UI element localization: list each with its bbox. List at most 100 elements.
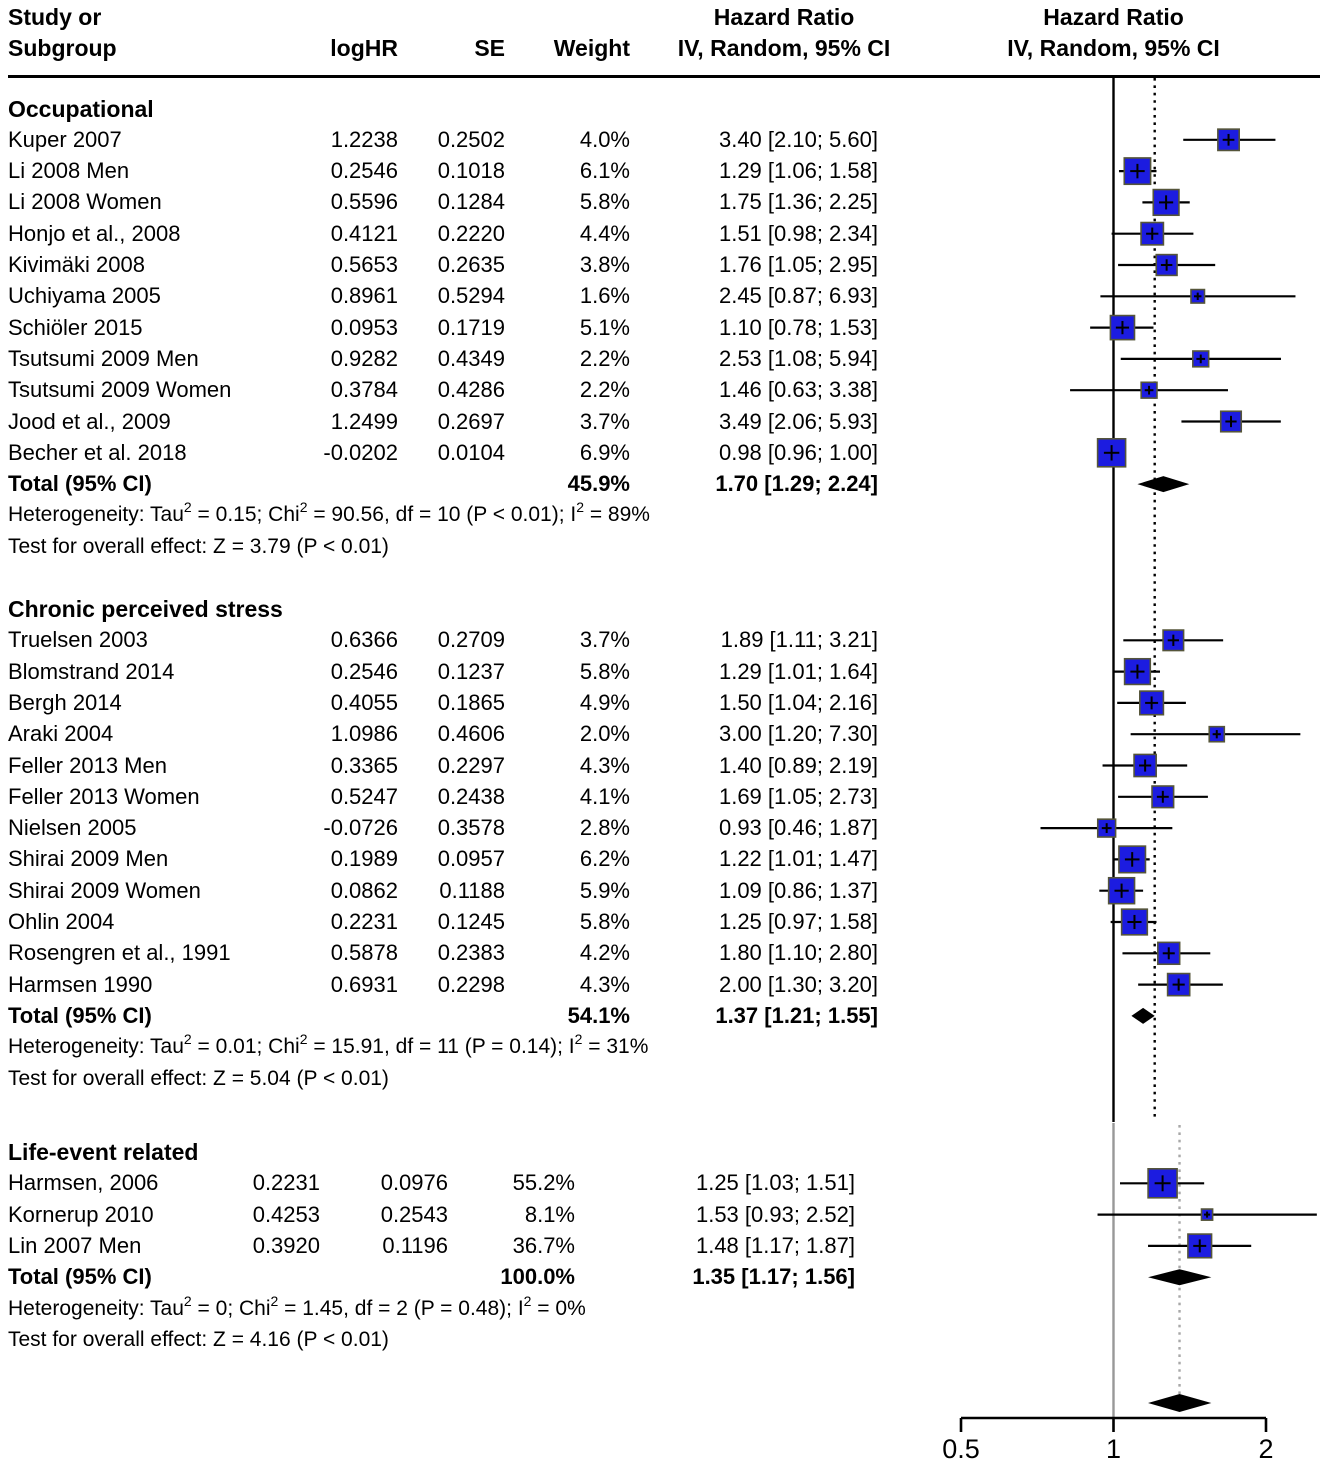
loghr-value: 0.1989: [330, 846, 398, 872]
se-value: 0.1284: [437, 189, 505, 215]
weight-value: 6.9%: [579, 439, 630, 465]
ci-value: 1.29 [1.01; 1.64]: [718, 658, 878, 684]
ci-value: 1.75 [1.36; 2.25]: [718, 189, 878, 215]
weight-value: 55.2%: [512, 1170, 575, 1196]
se-value: 0.4349: [437, 345, 505, 371]
ci-value: 1.89 [1.11; 3.21]: [720, 627, 878, 653]
superscript-2: 2: [270, 1292, 279, 1309]
study-name: Harmsen 1990: [8, 971, 153, 997]
axis-tick-label: 1: [1105, 1434, 1122, 1464]
ci-value: 2.53 [1.08; 5.94]: [718, 345, 878, 371]
weight-value: 2.2%: [579, 345, 630, 371]
study-row: Honjo et al., 2008 0.4121 0.2220 4.4% 1.51 […: [0, 218, 900, 250]
column-header-loghr: logHR: [330, 35, 398, 61]
study-name: Bergh 2014: [8, 689, 122, 715]
se-value: 0.3578: [437, 815, 505, 841]
ci-value: 1.22 [1.01; 1.47]: [718, 846, 878, 872]
ci-value: 1.48 [1.17; 1.87]: [695, 1232, 855, 1258]
total-label: Total (95% CI): [8, 471, 152, 497]
overall-effect-text: Test for overall effect: Z = 5.04 (P < 0…: [8, 1066, 389, 1090]
plot-header-hr-line2: IV, Random, 95% CI: [1007, 35, 1220, 61]
weight-value: 2.2%: [579, 377, 630, 403]
loghr-value: 0.0862: [330, 877, 398, 903]
weight-value: 6.2%: [579, 846, 630, 872]
se-value: 0.2438: [437, 783, 505, 809]
total-row: Total (95% CI) 54.1% 1.37 [1.21; 1.55]: [0, 1000, 900, 1032]
ci-value: 1.53 [0.93; 2.52]: [695, 1201, 855, 1227]
superscript-2: 2: [299, 1031, 308, 1048]
se-value: 0.1018: [437, 158, 505, 184]
se-value: 0.2298: [437, 971, 505, 997]
se-value: 0.1719: [437, 314, 505, 340]
total-weight: 45.9%: [567, 471, 630, 497]
study-name: Shirai 2009 Men: [8, 846, 169, 872]
se-value: 0.2502: [437, 126, 505, 152]
weight-value: 4.4%: [579, 220, 630, 246]
ci-value: 0.93 [0.46; 1.87]: [718, 815, 878, 841]
loghr-value: 0.3920: [252, 1232, 320, 1258]
superscript-2: 2: [574, 1031, 583, 1048]
ci-value: 1.69 [1.05; 2.73]: [718, 783, 878, 809]
se-value: 0.2297: [437, 752, 505, 778]
se-value: 0.4286: [437, 377, 505, 403]
total-ci: 1.70 [1.29; 2.24]: [715, 471, 878, 497]
heterogeneity-part: = 1.45, df = 2 (P = 0.48); I: [278, 1296, 524, 1320]
study-name: Uchiyama 2005: [8, 283, 161, 309]
superscript-2: 2: [299, 499, 308, 516]
column-header-weight: Weight: [553, 35, 630, 61]
loghr-value: -0.0202: [323, 439, 398, 465]
weight-value: 5.9%: [579, 877, 630, 903]
study-name: Harmsen, 2006: [8, 1170, 159, 1196]
study-row: Lin 2007 Men 0.3920 0.1196 36.7% 1.48 [1.17;…: [0, 1230, 900, 1262]
study-row: Harmsen 1990 0.6931 0.2298 4.3% 2.00 [1.30; …: [0, 969, 900, 1001]
ci-value: 2.45 [0.87; 6.93]: [718, 283, 878, 309]
study-name: Schiöler 2015: [8, 314, 143, 340]
weight-value: 2.8%: [579, 815, 630, 841]
study-name: Ohlin 2004: [8, 909, 115, 934]
subgroup-label: Life-event related: [8, 1139, 199, 1165]
loghr-value: 0.5596: [330, 189, 398, 215]
heterogeneity-part: = 0.15; Chi: [191, 503, 300, 527]
study-row: Kivimäki 2008 0.5653 0.2635 3.8% 1.76 [1.05;…: [0, 249, 900, 281]
study-name: Li 2008 Men: [8, 158, 130, 184]
column-header-study-line1: Study or: [8, 4, 102, 30]
study-name: Li 2008 Women: [8, 189, 162, 215]
study-name: Feller 2013 Men: [8, 752, 167, 778]
loghr-value: 0.0953: [330, 314, 398, 340]
ci-value: 1.29 [1.06; 1.58]: [718, 158, 878, 184]
loghr-value: 0.5247: [330, 783, 398, 809]
se-value: 0.2635: [437, 252, 505, 277]
study-row: Tsutsumi 2009 Men 0.9282 0.4349 2.2% 2.53 [1…: [0, 343, 900, 375]
effect-square: [1123, 157, 1152, 186]
weight-value: 5.1%: [579, 314, 630, 340]
weight-value: 3.8%: [579, 252, 630, 277]
overall-effect-text: Test for overall effect: Z = 3.79 (P < 0…: [8, 534, 389, 558]
overall-diamond: [1148, 1394, 1212, 1412]
loghr-value: 1.2238: [330, 126, 398, 152]
loghr-value: 0.2231: [252, 1170, 320, 1196]
ci-value: 1.80 [1.10; 2.80]: [718, 940, 878, 966]
study-name: Blomstrand 2014: [8, 658, 175, 684]
study-name: Feller 2013 Women: [8, 783, 200, 809]
ci-value: 1.76 [1.05; 2.95]: [718, 252, 878, 277]
loghr-value: 0.4121: [330, 220, 398, 246]
ci-value: 1.40 [0.89; 2.19]: [718, 752, 878, 778]
weight-value: 4.9%: [579, 689, 630, 715]
axis-tick-label: 0.5: [942, 1434, 980, 1464]
loghr-value: 0.4253: [252, 1201, 320, 1227]
se-value: 0.2383: [437, 940, 505, 966]
se-value: 0.0957: [437, 846, 505, 872]
loghr-value: 0.8961: [330, 283, 398, 309]
study-name: Jood et al., 2009: [8, 408, 171, 434]
column-header-hr-line1: Hazard Ratio: [713, 4, 855, 30]
total-weight: 100.0%: [500, 1264, 575, 1290]
se-value: 0.1188: [439, 877, 505, 903]
se-value: 0.2709: [437, 627, 505, 653]
ci-value: 1.50 [1.04; 2.16]: [718, 689, 878, 715]
study-row: Kuper 2007 1.2238 0.2502 4.0% 3.40 [2.10; 5.…: [0, 124, 900, 156]
total-label: Total (95% CI): [8, 1002, 152, 1028]
se-value: 0.5294: [437, 283, 505, 309]
ci-value: 1.10 [0.78; 1.53]: [718, 314, 878, 340]
